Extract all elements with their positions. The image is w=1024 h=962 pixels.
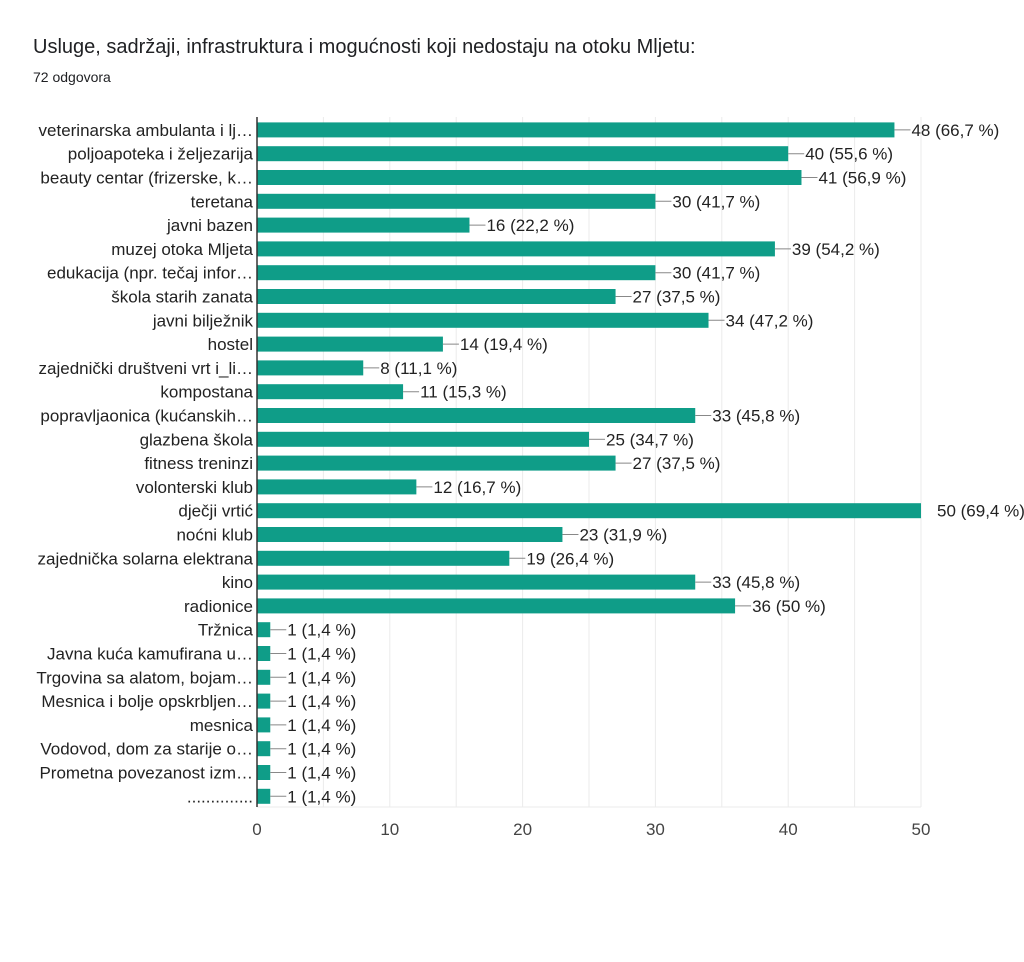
bar — [257, 336, 443, 352]
bar — [257, 193, 656, 209]
bars — [257, 122, 921, 804]
value-label: 16 (22,2 %) — [486, 216, 574, 235]
bar — [257, 170, 802, 185]
bar — [257, 527, 563, 542]
value-label: 30 (41,7 %) — [672, 192, 760, 211]
bar — [257, 289, 616, 304]
bar — [257, 765, 271, 780]
category-label: edukacija (npr. tečaj infor… — [47, 264, 253, 283]
bar — [257, 550, 510, 566]
value-label: 33 (45,8 %) — [712, 407, 800, 426]
value-label: 27 (37,5 %) — [633, 454, 721, 473]
category-label: hostel — [208, 335, 253, 354]
category-label: beauty centar (frizerske, k… — [40, 169, 253, 188]
category-label: radionice — [184, 597, 253, 616]
bar — [257, 574, 696, 590]
bar — [257, 455, 616, 471]
bar — [257, 479, 417, 495]
bar — [257, 146, 789, 162]
bar — [257, 622, 271, 638]
category-label: kompostana — [160, 383, 253, 402]
value-label: 48 (66,7 %) — [911, 121, 999, 140]
value-label: 1 (1,4 %) — [287, 764, 356, 783]
value-label: 14 (19,4 %) — [460, 335, 548, 354]
value-label: 1 (1,4 %) — [287, 787, 356, 806]
value-label: 1 (1,4 %) — [287, 668, 356, 687]
category-label: Prometna povezanost izm… — [39, 764, 253, 783]
category-label: poljoapoteka i željezarija — [68, 145, 254, 164]
category-label: Vodovod, dom za starije o… — [40, 740, 253, 759]
value-label: 23 (31,9 %) — [579, 526, 667, 545]
bar — [257, 408, 696, 423]
category-label: škola starih zanata — [111, 288, 253, 307]
x-tick-label: 50 — [912, 820, 931, 839]
bar — [257, 669, 271, 685]
bar — [257, 217, 470, 233]
value-label: 33 (45,8 %) — [712, 573, 800, 592]
response-count: 72 odgovora — [33, 69, 111, 85]
bar — [257, 717, 271, 733]
category-label: teretana — [191, 192, 254, 211]
category-label: zajednički društveni vrt i_li… — [39, 359, 253, 378]
value-label: 1 (1,4 %) — [287, 692, 356, 711]
x-tick-label: 40 — [779, 820, 798, 839]
value-label: 50 (69,4 %) — [937, 502, 1024, 521]
value-label: 41 (56,9 %) — [818, 169, 906, 188]
bar — [257, 265, 656, 281]
bar — [257, 384, 404, 400]
value-label: 27 (37,5 %) — [633, 288, 721, 307]
value-label: 40 (55,6 %) — [805, 145, 893, 164]
category-label: volonterski klub — [136, 478, 253, 497]
value-label: 1 (1,4 %) — [287, 645, 356, 664]
category-label: Mesnica i bolje opskrbljen… — [41, 692, 253, 711]
value-label: 1 (1,4 %) — [287, 716, 356, 735]
value-label: 30 (41,7 %) — [672, 264, 760, 283]
labels: 0 10 20 30 40 50 veterinarska ambulanta i lj… 4… — [36, 121, 1024, 839]
category-label: mesnica — [190, 716, 254, 735]
value-label: 8 (11,1 %) — [380, 359, 457, 378]
x-tick-label: 30 — [646, 820, 665, 839]
bar — [257, 693, 271, 709]
category-label: javni bilježnik — [152, 311, 254, 330]
bar — [257, 312, 709, 328]
bar — [257, 122, 895, 138]
bar — [257, 741, 271, 757]
value-label: 1 (1,4 %) — [287, 621, 356, 640]
bar — [257, 788, 271, 804]
x-tick-label: 0 — [252, 820, 261, 839]
chart-title: Usluge, sadržaji, infrastruktura i moguć… — [33, 36, 696, 58]
value-label: 11 (15,3 %) — [420, 383, 507, 402]
category-label: dječji vrtić — [178, 502, 253, 521]
x-tick-label: 10 — [380, 820, 399, 839]
x-tick-label: 20 — [513, 820, 532, 839]
bar — [257, 431, 589, 447]
category-label: noćni klub — [176, 526, 253, 545]
category-label: muzej otoka Mljeta — [111, 240, 253, 259]
category-label: veterinarska ambulanta i lj… — [39, 121, 253, 140]
value-label: 19 (26,4 %) — [526, 549, 614, 568]
category-label: glazbena škola — [140, 430, 254, 449]
value-label: 1 (1,4 %) — [287, 740, 356, 759]
value-label: 12 (16,7 %) — [433, 478, 521, 497]
category-label: Tržnica — [198, 621, 254, 640]
value-label: 39 (54,2 %) — [792, 240, 880, 259]
value-label: 34 (47,2 %) — [726, 311, 814, 330]
category-label: zajednička solarna elektrana — [38, 549, 254, 568]
category-label: javni bazen — [166, 216, 253, 235]
category-label: popravljaonica (kućanskih… — [40, 407, 253, 426]
bar — [257, 503, 921, 519]
bar — [257, 360, 364, 376]
bar — [257, 646, 271, 661]
bar — [257, 241, 775, 257]
category-label: Javna kuća kamufirana u… — [47, 645, 253, 664]
category-label: Trgovina sa alatom, bojam… — [36, 668, 253, 687]
category-label: .............. — [187, 787, 253, 806]
value-label: 36 (50 %) — [752, 597, 826, 616]
bar — [257, 598, 736, 614]
value-label: 25 (34,7 %) — [606, 430, 694, 449]
category-label: fitness treninzi — [144, 454, 253, 473]
category-label: kino — [222, 573, 253, 592]
